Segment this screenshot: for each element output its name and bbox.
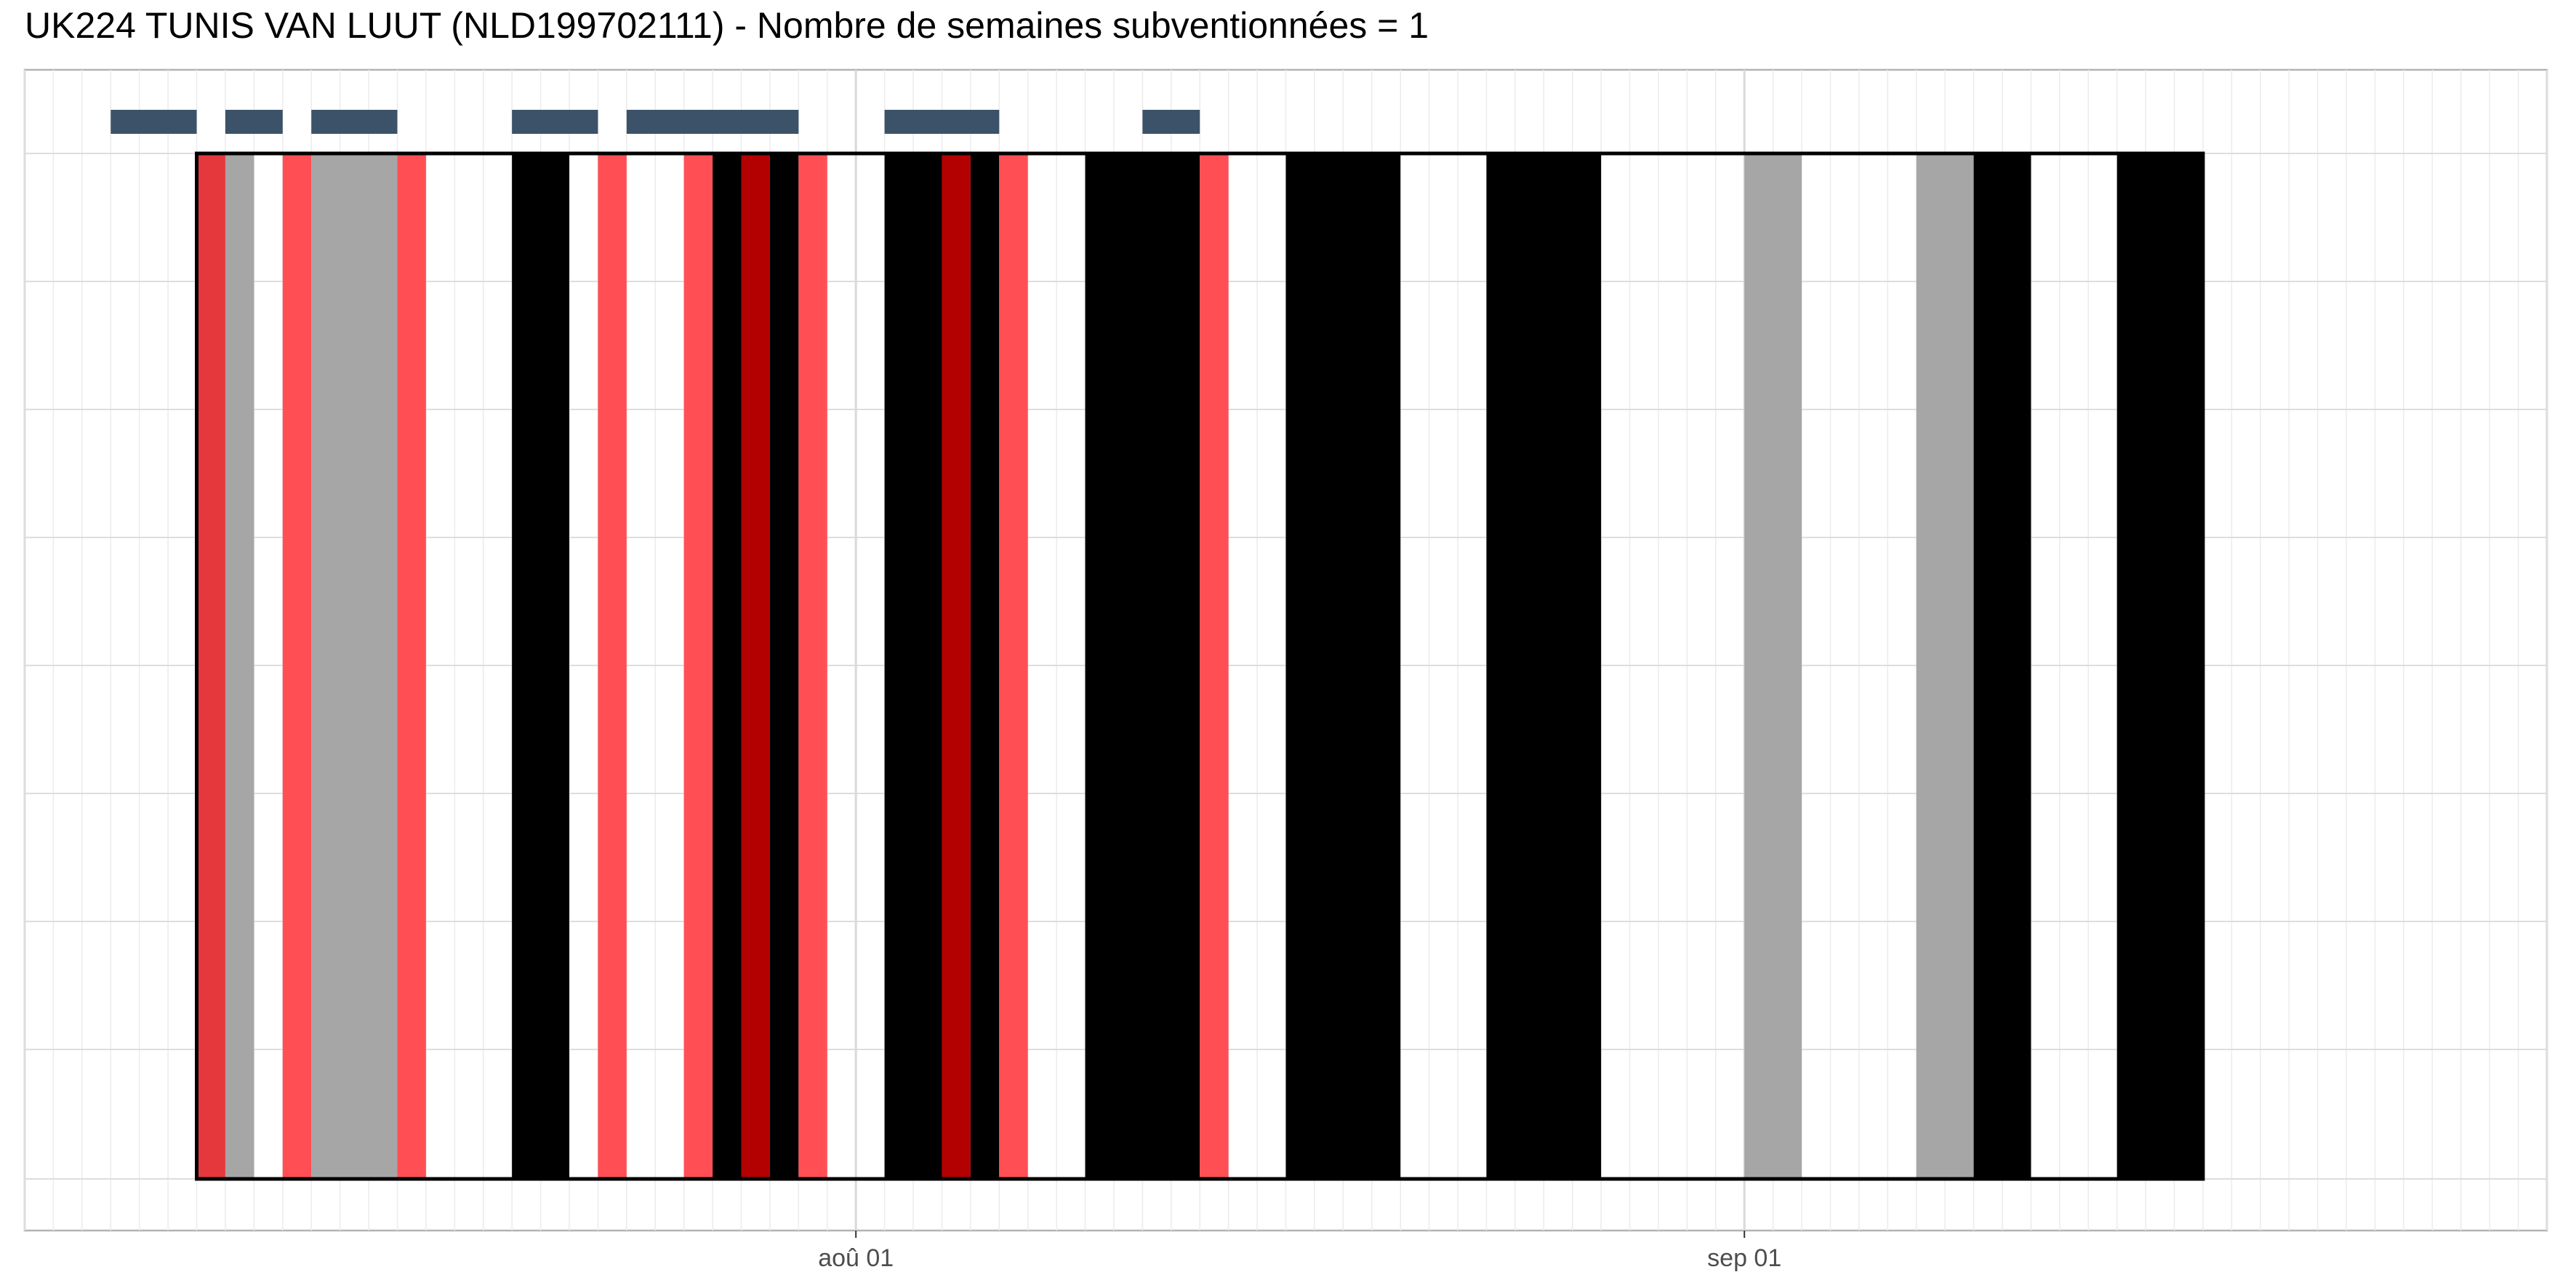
top-bar [225, 110, 283, 134]
day-segment-red [999, 153, 1028, 1179]
day-segment-black [1285, 153, 1401, 1179]
day-segment-red [598, 153, 627, 1179]
top-bar [311, 110, 398, 134]
day-segment-gray [225, 153, 254, 1179]
day-segment-black [2116, 153, 2203, 1179]
top-bar [512, 110, 598, 134]
segment-layer [196, 153, 2203, 1179]
x-tick-label: sep 01 [1707, 1244, 1781, 1272]
day-segment-red [1200, 153, 1229, 1179]
top-bar [111, 110, 197, 134]
main-frame [195, 151, 2205, 1181]
day-segment-darkred [741, 153, 770, 1179]
day-segment-black [1973, 153, 2031, 1179]
day-segment-gray [311, 153, 398, 1179]
day-segment-black [769, 153, 799, 1179]
day-segment-gray [1916, 153, 1974, 1179]
x-tick-label: aoû 01 [818, 1244, 894, 1272]
day-segment-mixedred [196, 153, 225, 1179]
x-axis-ticks: aoû 01 sep 01 [818, 1231, 1781, 1272]
top-bar [1142, 110, 1200, 134]
day-segment-darkred [942, 153, 971, 1179]
top-bars-layer [111, 110, 1200, 134]
chart-title: UK224 TUNIS VAN LUUT (NLD199702111) - No… [25, 5, 1429, 46]
day-segment-black [512, 153, 569, 1179]
day-segment-red [683, 153, 713, 1179]
day-segment-red [798, 153, 827, 1179]
top-bar [626, 110, 799, 134]
day-segment-red [397, 153, 426, 1179]
day-segment-black [884, 153, 942, 1179]
day-segment-red [282, 153, 312, 1179]
day-segment-black [970, 153, 1000, 1179]
day-segment-black [1085, 153, 1200, 1179]
top-bar [884, 110, 1000, 134]
day-segment-gray [1744, 153, 1802, 1179]
day-segment-black [1486, 153, 1602, 1179]
day-segment-black [713, 153, 742, 1179]
frame-layer [195, 151, 2205, 1181]
